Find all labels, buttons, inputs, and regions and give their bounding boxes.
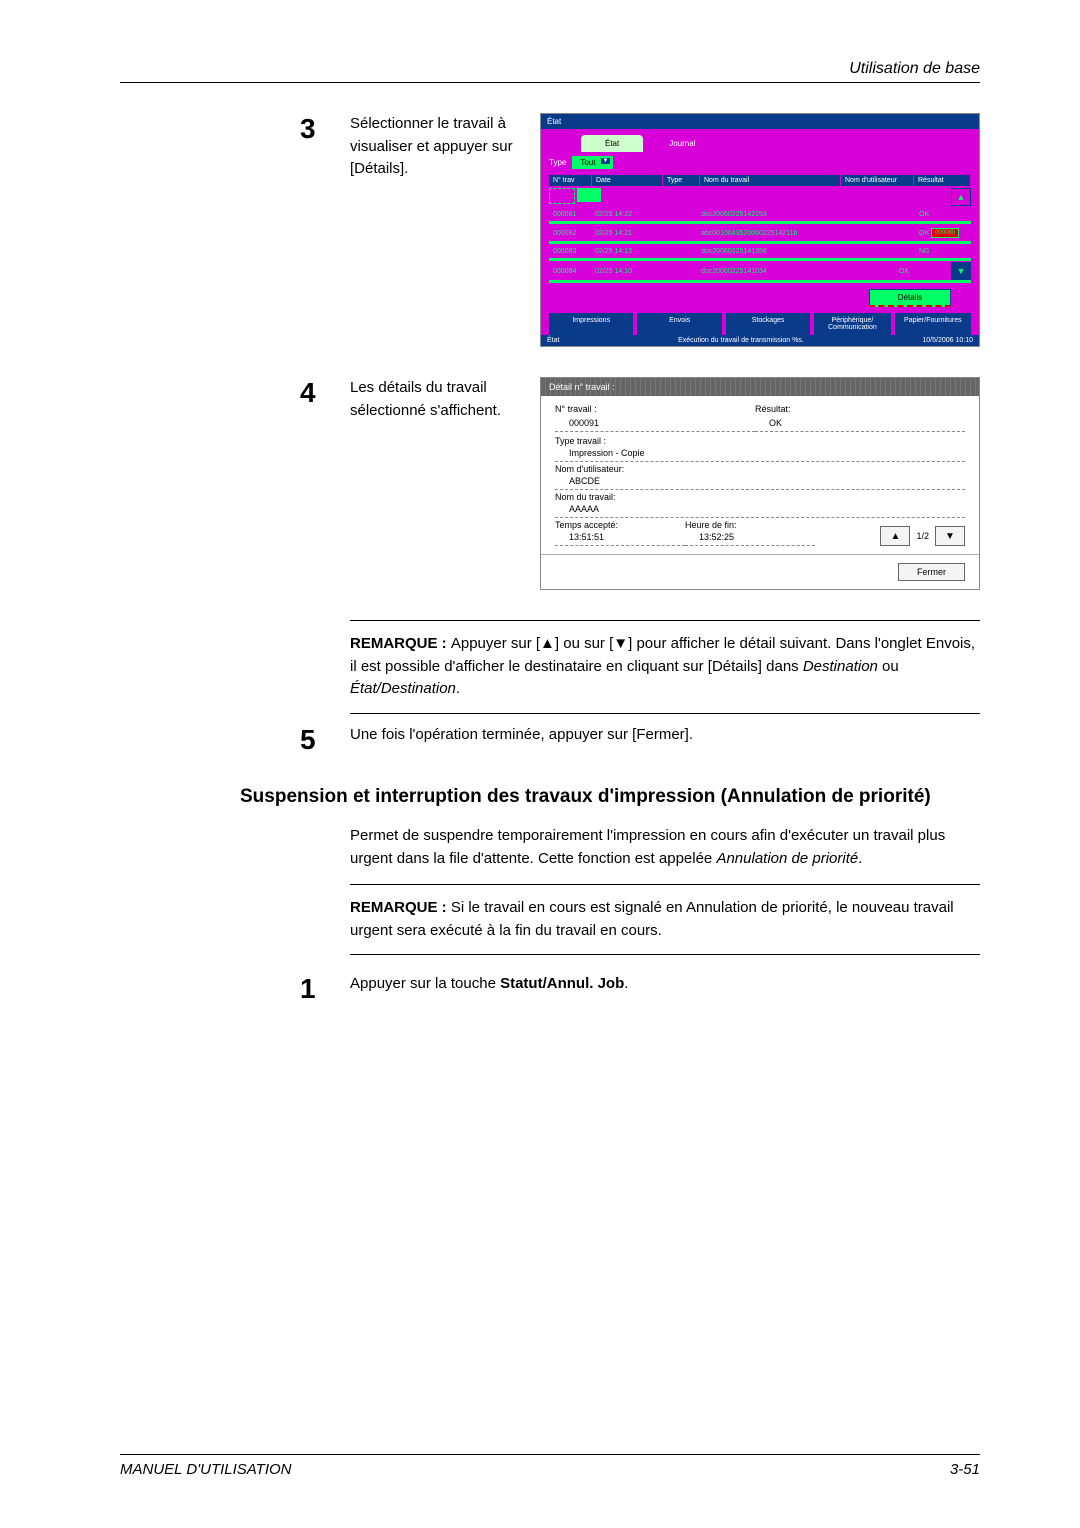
row-res: OK (899, 268, 909, 275)
lbl-ntrav: N° travail : (555, 404, 755, 414)
step-4-text: Les détails du travail sélectionné s'aff… (350, 377, 520, 590)
step-1b-text: Appuyer sur la touche Statut/Annul. Job. (350, 973, 628, 1005)
para-em: Annulation de priorité (716, 850, 858, 867)
footer-left: MANUEL D'UTILISATION (120, 1461, 292, 1478)
tab-peripherique[interactable]: Périphérique/ Communication (814, 313, 890, 335)
val-res: OK (755, 416, 965, 432)
lbl-nomtrav: Nom du travail: (555, 492, 965, 502)
val-temps: 13:51:51 (555, 530, 685, 546)
page-up-button[interactable]: ▲ (880, 526, 910, 546)
scroll-up-icon[interactable]: ▲ (951, 188, 971, 206)
footer-left: État (547, 337, 559, 344)
tab-envois[interactable]: Envois (637, 313, 721, 335)
para-end: . (858, 850, 862, 867)
table-row[interactable]: 000083 02/25 14:13 doc20060225141358 NG (549, 245, 971, 258)
val-nomtrav: AAAAA (555, 502, 965, 518)
step-3-number: 3 (120, 113, 350, 347)
tab-stockages[interactable]: Stockages (726, 313, 810, 335)
col-date: Date (592, 175, 663, 186)
note-mid: ou (878, 658, 899, 675)
note-end: . (456, 680, 460, 697)
note-em2: État/Destination (350, 680, 456, 697)
step1b-bold: Statut/Annul. Job (500, 975, 624, 992)
tab-etat[interactable]: État (581, 135, 643, 152)
row-num: 000083 (549, 245, 591, 258)
row-badge: 000080 (931, 228, 959, 238)
footer-mid: Exécution du travail de transmission %s. (678, 337, 804, 344)
row-res: NG (915, 245, 971, 258)
lbl-heure: Heure de fin: (685, 520, 815, 530)
val-heure: 13:52:25 (685, 530, 815, 546)
step-3-text: Sélectionner le travail à visualiser et … (350, 113, 520, 347)
footer-right: 3-51 (950, 1461, 980, 1478)
tab-journal[interactable]: Journal (645, 135, 719, 152)
step-5-number: 5 (120, 724, 350, 756)
col-num: N° trav (549, 175, 592, 186)
row-nom: doc20060225142253 (697, 208, 843, 221)
job-log-screenshot: État État Journal Type Tout N° trav Date… (540, 113, 980, 347)
row-num: 000081 (549, 208, 591, 221)
row-nom: doc20060225141034 (697, 265, 823, 278)
type-label: Type (549, 158, 566, 167)
table-row[interactable]: 000084 02/25 14:10 doc20060225141034 OK … (549, 262, 971, 280)
type-dropdown[interactable]: Tout (572, 156, 613, 169)
section-title: Suspension et interruption des travaux d… (240, 786, 980, 808)
col-type: Type (663, 175, 700, 186)
step-5-text: Une fois l'opération terminée, appuyer s… (350, 724, 693, 756)
step-4-number: 4 (120, 377, 350, 590)
val-typetrav: Impression - Copie (555, 446, 965, 462)
col-res: Résultat (914, 175, 971, 186)
row-date: 02/25 14:13 (591, 245, 661, 258)
lbl-typetrav: Type travail : (555, 436, 965, 446)
job-detail-screenshot: Détail n° travail : N° travail : Résulta… (540, 377, 980, 590)
row-nom: doc20060225141358 (697, 245, 843, 258)
col-nom: Nom du travail (700, 175, 841, 186)
table-row[interactable]: 000081 02/25 14:22 doc20060225142253 OK (549, 208, 971, 221)
fermer-button[interactable]: Fermer (898, 563, 965, 581)
row-date: 02/25 14:10 (591, 265, 661, 278)
scroll-down-icon[interactable]: ▼ (951, 262, 971, 280)
detail-title: Détail n° travail : (541, 378, 979, 396)
lbl-res: Résultat: (755, 404, 965, 414)
tab-impressions[interactable]: Impressions (549, 313, 633, 335)
step1b-pre: Appuyer sur la touche (350, 975, 500, 992)
step1b-end: . (624, 975, 628, 992)
details-button[interactable]: Détails (869, 289, 951, 307)
col-user: Nom d'utilisateur (841, 175, 914, 186)
table-row[interactable]: 000082 02/25 14:21 abc001004352006022514… (549, 225, 971, 241)
row-res: OK (915, 208, 971, 221)
row-res: OK (919, 230, 929, 237)
para-1: Permet de suspendre temporairement l'imp… (350, 824, 980, 871)
note2-label: REMARQUE : (350, 899, 451, 916)
lbl-temps: Temps accepté: (555, 520, 685, 530)
window-title: État (541, 114, 979, 129)
val-ntrav: 000091 (555, 416, 755, 432)
row-nom: abc001004352006022514211b (697, 227, 843, 240)
row-date: 02/25 14:22 (591, 208, 661, 221)
note-2: REMARQUE : Si le travail en cours est si… (350, 884, 980, 955)
note-em1: Destination (803, 658, 878, 675)
row-num: 000084 (549, 265, 591, 278)
val-nomuser: ABCDE (555, 474, 965, 490)
note-1: REMARQUE : Appuyer sur [▲] ou sur [▼] po… (350, 620, 980, 714)
page-header: Utilisation de base (120, 60, 980, 83)
page-counter: 1/2 (916, 531, 929, 541)
note-label: REMARQUE : (350, 635, 451, 652)
page-down-button[interactable]: ▼ (935, 526, 965, 546)
row-num: 000082 (549, 227, 591, 240)
row-date: 02/25 14:21 (591, 227, 661, 240)
tab-papier[interactable]: Papier/Fournitures (895, 313, 971, 335)
lbl-nomuser: Nom d'utilisateur: (555, 464, 965, 474)
footer-right: 10/5/2006 10:10 (922, 337, 973, 344)
step-1b-number: 1 (120, 973, 350, 1005)
